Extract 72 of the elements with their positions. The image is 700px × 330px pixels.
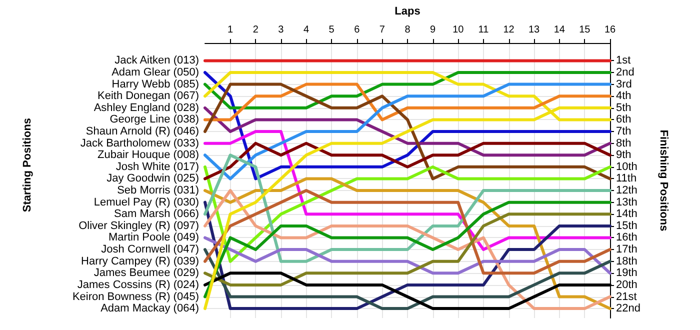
y-tick-label: 15th: [616, 220, 638, 232]
series-label: Keith Donegan (067): [97, 90, 199, 102]
y-tick-label: 5th: [616, 102, 632, 114]
series-label: Shaun Arnold (R) (046): [86, 126, 199, 138]
y-tick-label: 4th: [616, 90, 632, 102]
y-tick-label: 1st: [616, 54, 631, 67]
y-tick-label: 12th: [616, 184, 638, 197]
x-tick-label: 11: [478, 24, 490, 36]
x-tick-label: 6: [354, 24, 360, 36]
y-tick-label: 7th: [616, 126, 632, 138]
y-tick-label: 14th: [616, 208, 638, 220]
x-tick-label: 1: [228, 24, 234, 36]
x-tick-label: 13: [528, 24, 540, 36]
y-tick-label: 19th: [616, 267, 638, 280]
series-label: Oliver Skingley (R) (097): [78, 220, 199, 232]
x-tick-label: 7: [379, 24, 386, 36]
series-label: Josh Cornwell (047): [101, 244, 199, 256]
x-tick-label: 8: [404, 24, 411, 36]
x-tick-label: 9: [430, 24, 436, 36]
x-tick-label: 2: [252, 24, 259, 36]
y-tick-label: 16th: [616, 232, 638, 244]
line-series: [204, 130, 612, 252]
line-series: [204, 236, 612, 275]
series-label: Harry Webb (085): [112, 78, 199, 90]
series-label: Sam Marsh (066): [114, 208, 199, 220]
series-label: Harry Campey (R) (039): [81, 255, 199, 268]
y-tick-label: 17th: [616, 244, 638, 256]
x-tick-label: 4: [303, 24, 310, 36]
series-label: Lemuel Pay (R) (030): [94, 196, 199, 208]
x-tick-label: 14: [554, 24, 566, 36]
y-tick-label: 11th: [616, 172, 637, 185]
series-label: Jack Bartholomew (033): [80, 137, 199, 150]
line-series: [204, 248, 612, 310]
y-tick-label: 8th: [616, 137, 632, 150]
series-label: Keiron Bowness (R) (045): [72, 290, 199, 303]
line-series: [204, 71, 612, 110]
y-tick-label: 22nd: [616, 302, 640, 315]
y-tick-label: 21st: [616, 290, 637, 303]
series-label: Josh White (017): [116, 160, 199, 173]
x-tick-label: 15: [579, 24, 591, 36]
y-tick-label: 6th: [616, 114, 632, 126]
series-label: Seb Morris (031): [117, 184, 199, 197]
line-series: [204, 82, 612, 122]
text: Starting Positions: [22, 118, 34, 212]
series-label: Zubair Houque (008): [97, 149, 199, 162]
y-tick-label: 10th: [616, 160, 638, 173]
series-label: James Beumee (029): [94, 267, 199, 280]
y-tick-label: 13th: [616, 196, 638, 208]
line-series: [204, 189, 612, 275]
y-tick-label: 2nd: [616, 66, 634, 79]
y-axis-title: Finishing Positions: [658, 130, 670, 232]
series-label: Martin Poole (049): [108, 232, 199, 244]
x-tick-label: 12: [503, 24, 515, 36]
x-tick-label: 16: [604, 24, 616, 36]
x-tick-label: 3: [278, 24, 284, 36]
series-label: Ashley England (028): [94, 102, 199, 114]
x-tick-label: 5: [328, 24, 335, 36]
x-axis-title: Laps: [394, 6, 420, 18]
line-series: [204, 142, 612, 180]
line-series: [204, 106, 612, 157]
y-tick-label: 20th: [616, 278, 638, 291]
y-tick-label: 3rd: [616, 78, 632, 90]
series-label: Jay Goodwin (025): [106, 172, 199, 185]
series-label: Adam Mackay (064): [100, 302, 199, 315]
y-tick-label: 9th: [616, 149, 632, 162]
series-label: George Line (038): [110, 114, 199, 126]
series-label: Jack Aitken (013): [114, 54, 199, 67]
line-series: [204, 212, 612, 286]
series-label: James Cossins (R) (024): [77, 278, 199, 291]
y-tick-label: 18th: [616, 255, 638, 268]
series-label: Adam Glear (050): [112, 66, 199, 79]
x-tick-label: 10: [452, 24, 464, 36]
